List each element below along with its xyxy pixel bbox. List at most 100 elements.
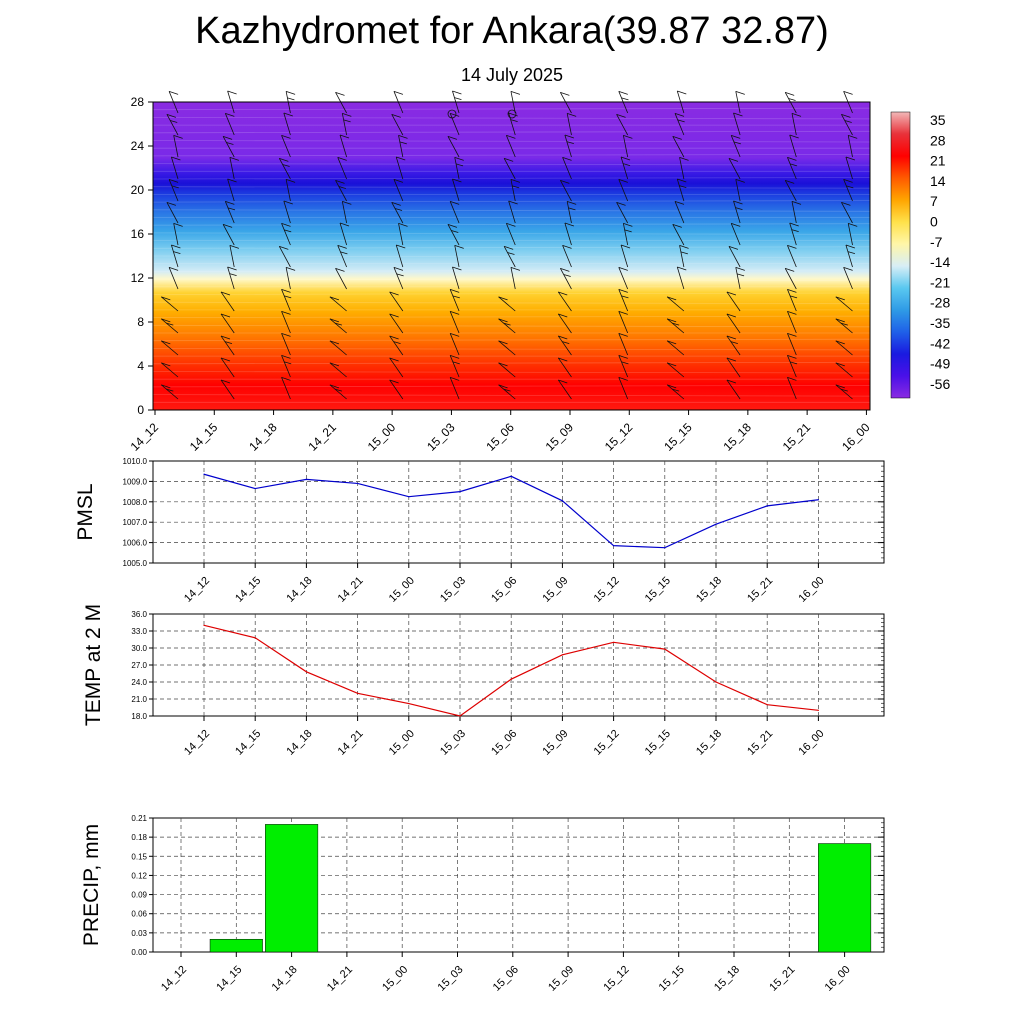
wind-barb-flag [452,361,460,365]
x-tick-label: 14_12 [159,964,189,994]
y-tick-label: 8 [137,315,144,329]
wind-barb-flag [674,112,685,117]
wind-barb-flag [391,113,401,118]
wind-barb [620,156,629,180]
wind-barb-flag [567,200,577,205]
wind-barb [391,202,404,224]
wind-barb-flag [168,266,179,271]
x-tick-label: 15_00 [387,728,417,758]
wind-barb [566,113,572,136]
x-tick-label: 15_03 [424,420,458,454]
bar [265,824,319,953]
contour-line [152,338,871,342]
wind-barb-flag [564,222,574,227]
wind-barb [791,113,797,136]
wind-barb-flag [733,200,743,205]
wind-barb-flag [452,266,462,271]
y-tick-label: 0.06 [131,910,147,919]
x-tick-label: 15_09 [540,728,570,758]
wind-barb [618,289,629,312]
wind-barb-flag [618,90,628,95]
wind-barb-flag [391,201,401,206]
wind-barb-flag [389,313,399,318]
wind-barb [281,135,291,158]
wind-barb [166,114,179,136]
wind-barb-flag [787,288,797,293]
wind-barb-flag [728,245,739,250]
x-tick-label: 14_12 [182,575,212,605]
wind-barb-flag [789,361,798,365]
data-point [203,624,205,626]
wind-barb-flag [220,291,231,296]
wind-barb [557,335,572,356]
y-tick-label: 0.09 [131,891,147,900]
wind-barb [447,224,460,246]
wind-barb [843,179,853,202]
wind-barb-flag [450,288,460,293]
y-tick-label: 12 [131,271,145,285]
wind-barb-flag [454,156,464,161]
wind-barb [728,158,741,180]
wind-barb-flag [620,244,631,249]
wind-barb-flag [785,91,795,96]
wind-barb-flag [166,113,177,118]
wind-barb [787,311,797,334]
wind-barb [735,267,741,290]
wind-barb-flag [498,384,508,389]
wind-barb [229,157,235,180]
y-tick-label: 24 [131,139,145,153]
data-point [664,648,666,650]
data-point [254,487,256,490]
wind-barb-flag [835,296,845,301]
wind-barb [835,362,853,378]
wind-barb-flag [342,112,352,117]
wind-barb-flag [835,318,845,323]
wind-barb-flag [166,201,177,206]
wind-barb-flag [787,332,797,337]
wind-barb-flag [285,266,296,271]
wind-barb [281,377,291,400]
wind-barb [726,357,741,378]
wind-barb [389,379,404,400]
wind-barb-flag [787,244,797,249]
wind-barb [557,379,572,400]
wind-barb-flag [168,90,179,95]
wind-barb-flag [672,135,682,140]
wind-barb-flag [846,185,854,189]
wind-barb-flag [161,362,171,367]
wind-barb-flag [394,208,403,211]
wind-barb-flag [335,91,345,96]
wind-barb [281,223,291,246]
y-tick-label: 21.0 [131,695,147,704]
x-tick-label: 15_18 [712,964,742,994]
wind-barb [166,202,179,224]
wind-barb [168,179,179,202]
wind-barb [389,313,404,334]
y-tick-label: 1010.0 [123,457,148,466]
contour-line [152,153,871,157]
colorbar-label: 28 [930,132,946,148]
wind-barb-flag [450,310,460,315]
wind-barb [335,180,347,202]
data-point [664,547,666,549]
wind-barb-flag [787,310,797,315]
x-tick-label: 16_00 [823,964,853,994]
colorbar-label: -28 [930,295,950,311]
x-tick-label: 15_21 [767,964,797,994]
wind-barb [618,267,629,290]
contour-line [152,186,871,189]
wind-barb [220,313,235,334]
wind-barb [787,355,797,378]
wind-barb [449,377,460,400]
wind-barb [281,333,291,356]
wind-barb [787,157,797,180]
colorbar-label: -7 [930,234,943,250]
wind-barb-flag [618,332,628,337]
x-tick-label: 14_21 [336,728,366,758]
data-point [357,692,359,694]
data-point [613,545,615,547]
wind-barb [787,289,797,312]
wind-barb-flag [787,354,797,359]
wind-barb [733,200,741,224]
wind-barb-flag [510,178,521,183]
